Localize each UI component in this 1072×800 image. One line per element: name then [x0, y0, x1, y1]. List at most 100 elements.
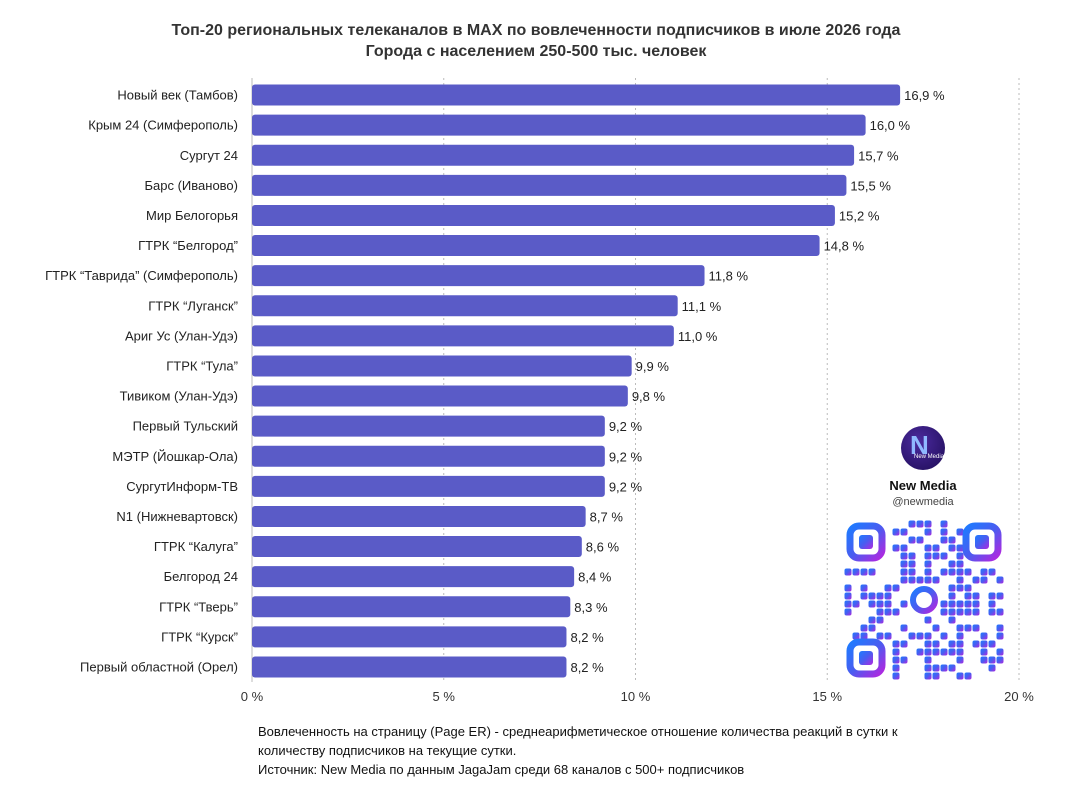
- qr-cell: [876, 632, 884, 640]
- qr-cell: [956, 608, 964, 616]
- qr-cell: [972, 576, 980, 584]
- title-line-1: Топ-20 региональных телеканалов в MAX по…: [171, 22, 901, 39]
- category-label: Первый областной (Орел): [80, 659, 238, 674]
- brand-handle: @newmedia: [892, 496, 954, 508]
- qr-cell: [956, 552, 964, 560]
- x-tick-label: 20 %: [1004, 689, 1034, 704]
- category-label: N1 (Нижневартовск): [116, 509, 238, 524]
- x-tick-label: 15 %: [812, 689, 842, 704]
- bar: [252, 536, 582, 558]
- qr-cell: [908, 536, 916, 544]
- value-label: 11,1 %: [682, 299, 722, 314]
- qr-cell: [948, 592, 956, 600]
- qr-cell: [980, 656, 988, 664]
- qr-cell: [924, 520, 932, 528]
- qr-cell: [892, 640, 900, 648]
- category-label: Тивиком (Улан-Удэ): [120, 389, 238, 404]
- qr-cell: [940, 536, 948, 544]
- bar: [252, 596, 571, 618]
- bar: [252, 385, 628, 407]
- qr-cell: [940, 552, 948, 560]
- qr-cell: [908, 568, 916, 576]
- qr-cell: [956, 632, 964, 640]
- qr-cell: [924, 672, 932, 680]
- qr-cell: [900, 624, 908, 632]
- qr-cell: [972, 600, 980, 608]
- value-label: 15,2 %: [839, 208, 880, 223]
- qr-cell: [956, 672, 964, 680]
- qr-cell: [940, 600, 948, 608]
- qr-cell: [956, 656, 964, 664]
- qr-cell: [996, 656, 1004, 664]
- qr-code-icon: [844, 520, 1004, 680]
- qr-cell: [900, 560, 908, 568]
- qr-cell: [900, 568, 908, 576]
- category-label: Ариг Ус (Улан-Удэ): [125, 328, 238, 343]
- qr-cell: [860, 624, 868, 632]
- value-label: 11,0 %: [678, 329, 718, 344]
- value-label: 8,2 %: [570, 630, 604, 645]
- qr-cell: [964, 624, 972, 632]
- value-labels: 16,9 % 16,0 % 15,7 % 15,5 % 15,2 % 14,8 % 11,8…: [570, 88, 945, 675]
- value-label: 8,4 %: [578, 570, 612, 585]
- qr-cell: [908, 576, 916, 584]
- bar: [252, 355, 632, 377]
- qr-cell: [900, 600, 908, 608]
- qr-cell: [948, 608, 956, 616]
- qr-cell: [924, 640, 932, 648]
- qr-cell: [956, 600, 964, 608]
- qr-cell: [940, 632, 948, 640]
- qr-cell: [916, 648, 924, 656]
- qr-cell: [900, 640, 908, 648]
- qr-cell: [980, 640, 988, 648]
- category-label: ГТРК “Таврида” (Симферополь): [45, 268, 238, 283]
- qr-cell: [884, 584, 892, 592]
- bar: [252, 445, 605, 467]
- qr-cell: [932, 544, 940, 552]
- qr-cell: [916, 632, 924, 640]
- bar: [252, 235, 820, 257]
- bar: [252, 505, 586, 527]
- qr-cell: [956, 640, 964, 648]
- bar: [252, 204, 835, 226]
- value-label: 9,2 %: [609, 479, 643, 494]
- qr-cell: [940, 520, 948, 528]
- qr-cell: [948, 600, 956, 608]
- qr-cell: [852, 568, 860, 576]
- qr-cell: [980, 632, 988, 640]
- qr-cell: [884, 592, 892, 600]
- qr-cell: [932, 672, 940, 680]
- value-label: 14,8 %: [824, 239, 865, 254]
- qr-cell: [924, 648, 932, 656]
- qr-cell: [924, 664, 932, 672]
- brand-name: New Media: [889, 478, 957, 493]
- qr-cell: [932, 664, 940, 672]
- category-labels: Новый век (Тамбов) Крым 24 (Симферополь) С…: [45, 88, 238, 675]
- qr-cell: [964, 584, 972, 592]
- qr-cell: [884, 632, 892, 640]
- qr-cell: [956, 648, 964, 656]
- category-label: ГТРК “Тула”: [166, 358, 238, 373]
- qr-cell: [876, 608, 884, 616]
- category-label: Крым 24 (Симферополь): [88, 118, 238, 133]
- qr-cell: [900, 552, 908, 560]
- qr-cell: [988, 600, 996, 608]
- category-label: Мир Белогорья: [146, 208, 238, 223]
- value-label: 15,7 %: [858, 148, 899, 163]
- bar: [252, 144, 855, 166]
- qr-cell: [948, 568, 956, 576]
- bar: [252, 415, 605, 437]
- x-tick-label: 5 %: [433, 689, 456, 704]
- qr-cell: [892, 672, 900, 680]
- qr-cell: [892, 664, 900, 672]
- qr-cell: [892, 656, 900, 664]
- qr-cell: [860, 632, 868, 640]
- qr-cell: [924, 656, 932, 664]
- qr-cell: [980, 648, 988, 656]
- qr-cell: [884, 608, 892, 616]
- qr-cell: [852, 600, 860, 608]
- value-label: 15,5 %: [850, 178, 891, 193]
- value-label: 9,2 %: [609, 419, 643, 434]
- qr-cell: [916, 536, 924, 544]
- qr-cell: [844, 584, 852, 592]
